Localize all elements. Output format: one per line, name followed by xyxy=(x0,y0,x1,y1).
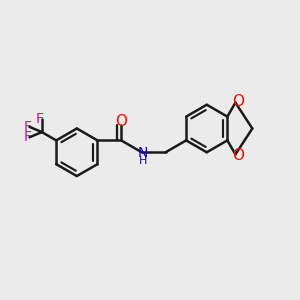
Text: F: F xyxy=(24,130,32,144)
Text: N: N xyxy=(137,146,148,160)
Text: F: F xyxy=(24,120,32,134)
Text: O: O xyxy=(115,114,127,129)
Text: O: O xyxy=(232,148,244,163)
Text: F: F xyxy=(36,112,44,126)
Text: H: H xyxy=(139,156,147,166)
Text: O: O xyxy=(232,94,244,109)
